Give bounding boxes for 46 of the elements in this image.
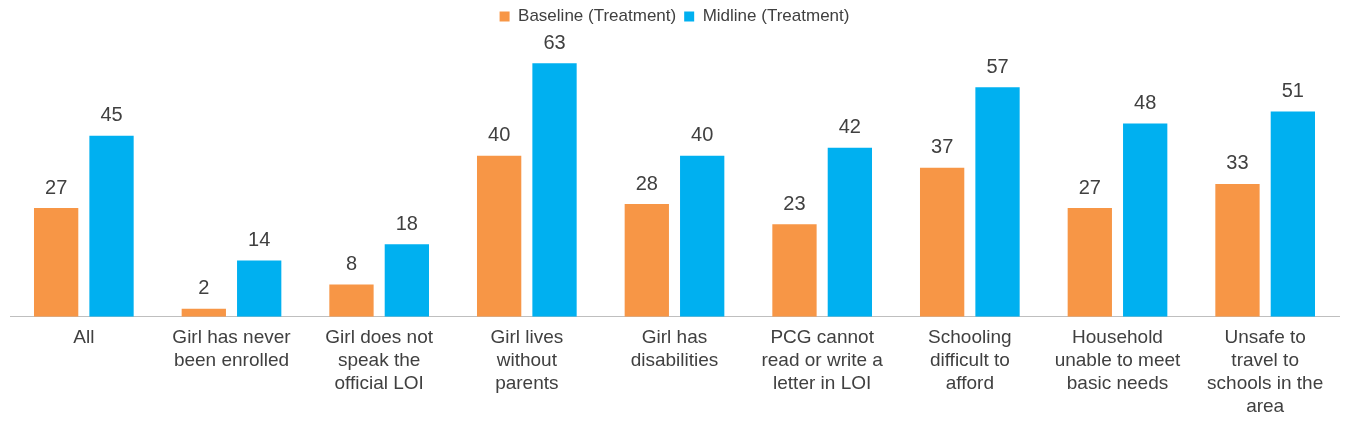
data-label: 14	[248, 227, 271, 250]
data-label: 45	[100, 103, 123, 126]
x-tick-label: Girl lives without parents	[490, 326, 564, 394]
data-label: 28	[635, 171, 658, 194]
bar	[680, 155, 725, 317]
x-tick-label: PCG cannot read or write a letter in LOI	[761, 326, 884, 394]
x-tick-label: All	[73, 326, 95, 348]
bar	[827, 147, 872, 317]
data-label: 33	[1226, 151, 1249, 174]
data-label: 63	[543, 30, 566, 53]
data-label: 2	[198, 276, 210, 299]
bar	[237, 260, 282, 317]
bar	[532, 63, 577, 317]
data-label: 18	[395, 211, 418, 234]
bar	[920, 167, 965, 317]
data-label: 40	[488, 123, 511, 146]
data-label: 51	[1281, 79, 1304, 101]
bar	[975, 87, 1020, 317]
x-tick-label: Girl has disabilities	[630, 326, 719, 371]
x-tick-label: Household unable to meet basic needs	[1054, 326, 1182, 394]
data-label: 48	[1134, 91, 1157, 114]
bar	[1123, 123, 1168, 317]
data-label: 42	[838, 115, 861, 138]
bar	[477, 155, 522, 317]
bar	[1270, 111, 1315, 317]
bar	[34, 208, 79, 317]
x-tick-label: Girl does not speak the official LOI	[325, 326, 434, 394]
bar	[772, 224, 817, 317]
data-label: 57	[986, 54, 1009, 77]
data-label: 27	[45, 175, 68, 198]
data-label: 27	[1078, 175, 1101, 198]
bar	[1067, 208, 1112, 317]
bar	[89, 135, 134, 317]
data-label: 37	[931, 135, 954, 158]
bar	[1215, 183, 1260, 317]
bar	[329, 284, 374, 317]
legend-label: Midline (Treatment)	[702, 6, 850, 26]
x-tick-label: Schooling difficult to afford	[928, 326, 1012, 394]
bar	[624, 204, 669, 317]
bar	[384, 244, 429, 317]
x-tick-label: Girl has never been enrolled	[172, 326, 292, 371]
data-label: 40	[691, 123, 714, 146]
data-label: 23	[783, 191, 806, 214]
data-label: 8	[345, 252, 358, 275]
x-tick-label: Unsafe to travel to schools in the area	[1207, 326, 1324, 416]
legend-label: Baseline (Treatment)	[518, 6, 677, 26]
